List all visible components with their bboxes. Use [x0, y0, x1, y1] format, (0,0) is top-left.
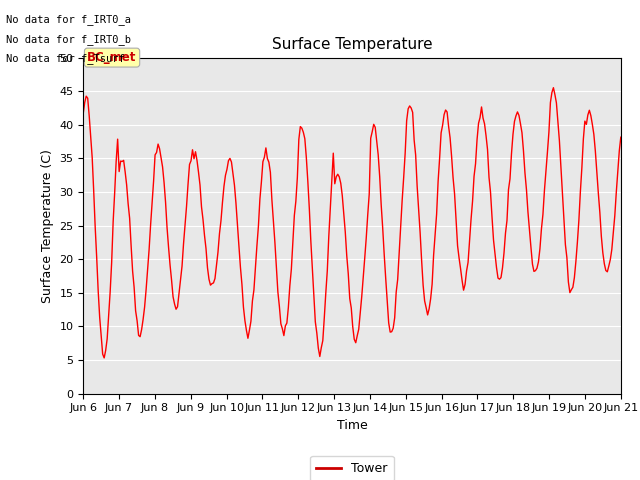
Y-axis label: Surface Temperature (C): Surface Temperature (C) [41, 149, 54, 302]
Legend: Tower: Tower [310, 456, 394, 480]
Text: No data for f_IRT0_a: No data for f_IRT0_a [6, 14, 131, 25]
Text: BC_met: BC_met [88, 51, 137, 64]
X-axis label: Time: Time [337, 419, 367, 432]
Text: No data for f_Tsurf: No data for f_Tsurf [6, 53, 125, 64]
Text: No data for f_IRT0_b: No data for f_IRT0_b [6, 34, 131, 45]
Title: Surface Temperature: Surface Temperature [272, 37, 432, 52]
